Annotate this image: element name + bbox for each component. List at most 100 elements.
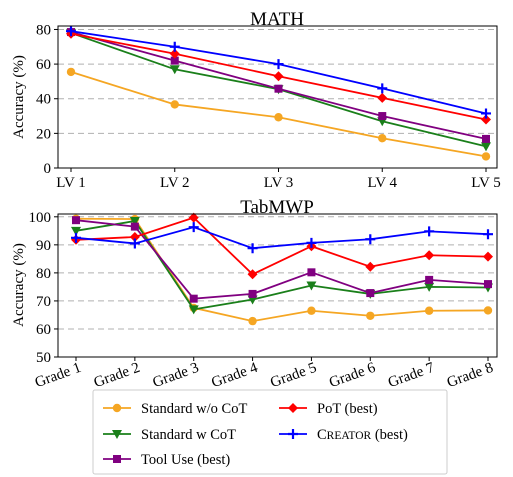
math-ytick-label: 80 (36, 22, 51, 38)
tabmwp-point-standard-w-o-cot (483, 306, 493, 315)
tabmwp-point-standard-w-cot (71, 226, 81, 236)
math-point-creator-best (273, 59, 284, 70)
tabmwp-point-pot-best (365, 261, 376, 272)
math-xtick-label: LV 4 (367, 175, 397, 191)
math-point-creator-best (66, 26, 76, 37)
tabmwp-point-tool-use-best (425, 275, 434, 284)
tabmwp-point-creator-best (424, 226, 435, 237)
tabmwp-ytick-label: 70 (36, 294, 51, 310)
math-point-pot-best (169, 48, 180, 59)
tabmwp-point-standard-w-o-cot (248, 316, 257, 326)
tabmwp-point-creator-best (483, 229, 493, 240)
tabmwp-point-standard-w-o-cot (307, 306, 316, 315)
tabmwp-xtick-label: Grade 6 (327, 360, 378, 392)
tabmwp-series-line-pot-best (75, 216, 489, 276)
math-point-tool-use-best (170, 56, 179, 65)
tabmwp-point-pot-best (247, 269, 258, 280)
math-point-pot-best (481, 114, 491, 125)
math-ytick-label: 20 (36, 126, 51, 142)
math-title: MATH (250, 9, 304, 30)
math-point-standard-w-o-cot (481, 152, 491, 161)
tabmwp-point-creator-best (71, 232, 81, 243)
legend-marker-pot-best (288, 403, 298, 413)
math-xtick-label: LV 5 (471, 175, 501, 191)
tabmwp-series-line-standard-w-cot (75, 220, 489, 311)
tabmwp-title: TabMWP (240, 197, 314, 218)
math-ytick-label: 60 (36, 57, 51, 73)
legend-marker-creator-best (288, 429, 298, 439)
tabmwp-series-line-standard-w-o-cot (75, 217, 489, 323)
math-point-standard-w-o-cot (378, 134, 387, 143)
tabmwp-series-line-creator-best (75, 226, 489, 250)
tabmwp-ytick-label: 50 (36, 350, 51, 366)
tabmwp-point-standard-w-cot (129, 217, 140, 227)
legend: Standard w/o CoT PoT (best) Standard w CoT… (92, 389, 448, 475)
tabmwp-point-tool-use-best (189, 294, 198, 303)
tabmwp-point-standard-w-cot (424, 282, 435, 292)
tabmwp-point-tool-use-best (130, 222, 139, 231)
legend-label-pot-best: PoT (best) (317, 401, 378, 417)
tabmwp-xtick-label: Grade 2 (92, 360, 142, 391)
math-point-tool-use-best (482, 134, 490, 143)
math-point-creator-best (481, 108, 491, 119)
math-ytick-label: 0 (44, 161, 52, 177)
tabmwp-ytick-label: 100 (29, 210, 52, 226)
legend-label-tool-use-best: Tool Use (best) (141, 452, 230, 468)
math-xtick-label: LV 2 (160, 175, 190, 191)
math-plot-frame (57, 25, 498, 169)
math-chart: MATH Accuracy (%) 0 20 40 60 80 LV 1 LV 2 LV 3 L… (11, 9, 501, 191)
math-point-standard-w-cot (169, 65, 180, 75)
legend-marker-standard-w-cot (112, 430, 122, 439)
math-point-tool-use-best (274, 84, 283, 93)
tabmwp-point-pot-best (188, 212, 199, 223)
tabmwp-plot-frame (57, 213, 498, 358)
legend-frame (92, 389, 448, 475)
math-point-standard-w-o-cot (66, 67, 76, 77)
tabmwp-xtick-label: Grade 5 (268, 360, 318, 391)
tabmwp-xtick-label: Grade 7 (386, 360, 437, 392)
math-point-creator-best (377, 83, 388, 94)
tabmwp-point-creator-best (129, 238, 140, 249)
tabmwp-point-tool-use-best (366, 289, 375, 298)
tabmwp-point-creator-best (365, 234, 376, 245)
tabmwp-ytick-label: 80 (36, 266, 51, 282)
tabmwp-point-standard-w-o-cot (424, 306, 434, 315)
math-xtick-label: LV 3 (264, 175, 294, 191)
math-point-standard-w-cot (481, 142, 491, 152)
math-point-tool-use-best (378, 112, 387, 121)
tabmwp-ytick-label: 60 (36, 322, 51, 338)
tabmwp-xtick-label: Grade 4 (209, 360, 260, 392)
tabmwp-point-creator-best (188, 222, 199, 233)
tabmwp-xtick-label: Grade 8 (445, 360, 495, 391)
math-point-pot-best (377, 92, 388, 103)
legend-label-standard-w-o-cot: Standard w/o CoT (141, 401, 247, 417)
tabmwp-point-creator-best (247, 243, 258, 254)
tabmwp-point-pot-best (129, 231, 140, 242)
tabmwp-point-tool-use-best (484, 280, 492, 289)
math-ylabel: Accuracy (%) (11, 55, 27, 139)
tabmwp-ytick-label: 90 (36, 238, 51, 254)
tabmwp-point-pot-best (424, 250, 435, 261)
math-ytick-label: 40 (36, 92, 51, 108)
tabmwp-point-standard-w-cot (188, 305, 199, 315)
math-point-creator-best (169, 41, 180, 52)
tabmwp-point-creator-best (306, 237, 317, 248)
tabmwp-xtick-label: Grade 3 (151, 360, 201, 391)
tabmwp-point-standard-w-o-cot (366, 311, 375, 320)
legend-marker-standard-w-o-cot (112, 403, 122, 413)
legend-marker-tool-use-best (113, 455, 121, 463)
math-point-pot-best (273, 71, 284, 82)
tabmwp-point-tool-use-best (248, 289, 257, 298)
tabmwp-point-pot-best (483, 251, 493, 262)
tabmwp-point-standard-w-cot (306, 281, 317, 291)
tabmwp-point-tool-use-best (307, 268, 316, 277)
tabmwp-ylabel: Accuracy (%) (11, 243, 27, 327)
legend-label-creator-best: CREATOR (best) (317, 427, 408, 443)
math-point-standard-w-o-cot (170, 100, 179, 109)
legend-label-standard-w-cot: Standard w CoT (141, 427, 236, 443)
math-point-standard-w-o-cot (274, 113, 283, 122)
tabmwp-series-line-tool-use-best (75, 219, 489, 300)
tabmwp-point-tool-use-best (72, 216, 80, 225)
